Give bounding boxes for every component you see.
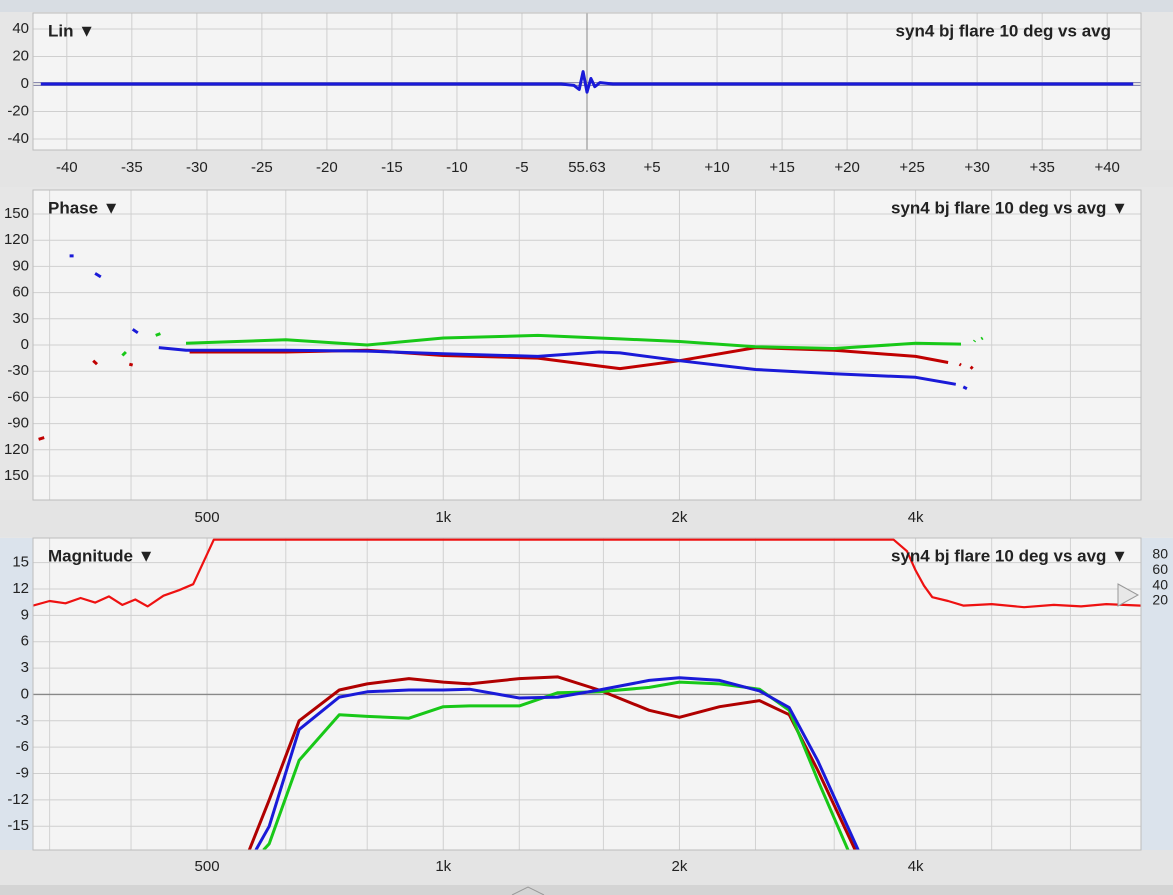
plot-border bbox=[32, 189, 1142, 501]
y-tick-label: 6 bbox=[21, 633, 29, 650]
y-tick-label: -20 bbox=[7, 102, 29, 119]
y-tick-label: -60 bbox=[7, 388, 29, 405]
panel-subtitle: syn4 bj flare 10 deg vs avg ▼ bbox=[891, 546, 1128, 565]
axis-band bbox=[0, 500, 1173, 537]
x-tick-label: +25 bbox=[899, 159, 924, 176]
axis-band bbox=[0, 850, 1173, 885]
panel-subtitle: syn4 bj flare 10 deg vs avg ▼ bbox=[891, 198, 1128, 217]
y-tick-label: -6 bbox=[16, 738, 29, 755]
axis-band bbox=[0, 150, 1173, 187]
x-tick-label: +30 bbox=[964, 159, 989, 176]
y-tick-label: 9 bbox=[21, 606, 29, 623]
y-tick-label: 3 bbox=[21, 659, 29, 676]
panel-title: Magnitude ▼ bbox=[48, 546, 155, 565]
y2-tick-label: 80 bbox=[1152, 546, 1168, 562]
x-tick-label: -10 bbox=[446, 159, 468, 176]
y-tick-label: -3 bbox=[16, 712, 29, 729]
y-tick-label: -12 bbox=[7, 791, 29, 808]
panel-title: Lin ▼ bbox=[48, 21, 95, 40]
y-tick-label: -30 bbox=[7, 362, 29, 379]
plot-border bbox=[32, 12, 1142, 151]
right-axis-band bbox=[1141, 538, 1173, 850]
plot-border bbox=[32, 537, 1142, 851]
series-line bbox=[33, 538, 1141, 609]
y2-tick-label: 40 bbox=[1152, 576, 1168, 592]
y-tick-label: 40 bbox=[12, 20, 29, 37]
x-tick-label: 2k bbox=[672, 509, 688, 526]
series-line bbox=[69, 254, 968, 391]
panel-title: Phase ▼ bbox=[48, 198, 120, 217]
y-tick-label: -90 bbox=[7, 415, 29, 432]
x-tick-label: -35 bbox=[121, 159, 143, 176]
y-tick-label: 0 bbox=[21, 75, 29, 92]
series-line bbox=[38, 346, 974, 441]
x-tick-label: 55.63 bbox=[568, 159, 606, 176]
x-tick-label: -5 bbox=[515, 159, 528, 176]
series-line bbox=[40, 70, 1134, 94]
x-tick-label: -20 bbox=[316, 159, 338, 176]
left-axis-band bbox=[0, 538, 33, 850]
y-tick-label: 12 bbox=[12, 580, 29, 597]
scroll-marker bbox=[1117, 583, 1140, 607]
y-tick-label: 150 bbox=[4, 205, 29, 222]
series-line bbox=[247, 675, 857, 850]
x-tick-label: +40 bbox=[1094, 159, 1119, 176]
y-tick-label: 15 bbox=[12, 554, 29, 571]
y2-tick-label: 60 bbox=[1152, 561, 1168, 577]
x-tick-label: -15 bbox=[381, 159, 403, 176]
series-line bbox=[254, 676, 860, 850]
y-tick-label: 30 bbox=[12, 310, 29, 327]
y-tick-label: -15 bbox=[7, 817, 29, 834]
y-tick-label: 150 bbox=[4, 467, 29, 484]
x-tick-label: +15 bbox=[769, 159, 794, 176]
top-strip bbox=[0, 0, 1173, 12]
y-tick-label: -9 bbox=[16, 765, 29, 782]
y-tick-label: 120 bbox=[4, 441, 29, 458]
y-tick-label: 0 bbox=[21, 336, 29, 353]
x-tick-label: 2k bbox=[672, 858, 688, 875]
x-tick-label: 1k bbox=[435, 858, 451, 875]
x-tick-label: 500 bbox=[195, 509, 220, 526]
series-line bbox=[121, 332, 984, 357]
y-tick-label: 0 bbox=[21, 685, 29, 702]
y-tick-label: 20 bbox=[12, 47, 29, 64]
x-tick-label: +10 bbox=[704, 159, 729, 176]
panel-subtitle: syn4 bj flare 10 deg vs avg bbox=[896, 21, 1111, 40]
x-tick-label: 4k bbox=[908, 509, 924, 526]
y-tick-label: -40 bbox=[7, 130, 29, 147]
y-tick-label: 60 bbox=[12, 284, 29, 301]
x-tick-label: 1k bbox=[435, 509, 451, 526]
y-tick-label: 120 bbox=[4, 231, 29, 248]
x-tick-label: -40 bbox=[56, 159, 78, 176]
x-tick-label: -25 bbox=[251, 159, 273, 176]
x-tick-label: 500 bbox=[195, 858, 220, 875]
x-tick-label: 4k bbox=[908, 858, 924, 875]
x-tick-label: -30 bbox=[186, 159, 208, 176]
x-tick-label: +5 bbox=[643, 159, 660, 176]
bottom-strip bbox=[0, 885, 1173, 895]
x-tick-label: +35 bbox=[1029, 159, 1054, 176]
y-tick-label: 90 bbox=[12, 257, 29, 274]
y2-tick-label: 20 bbox=[1152, 592, 1168, 608]
x-tick-label: +20 bbox=[834, 159, 859, 176]
splitter-handle bbox=[511, 886, 545, 895]
